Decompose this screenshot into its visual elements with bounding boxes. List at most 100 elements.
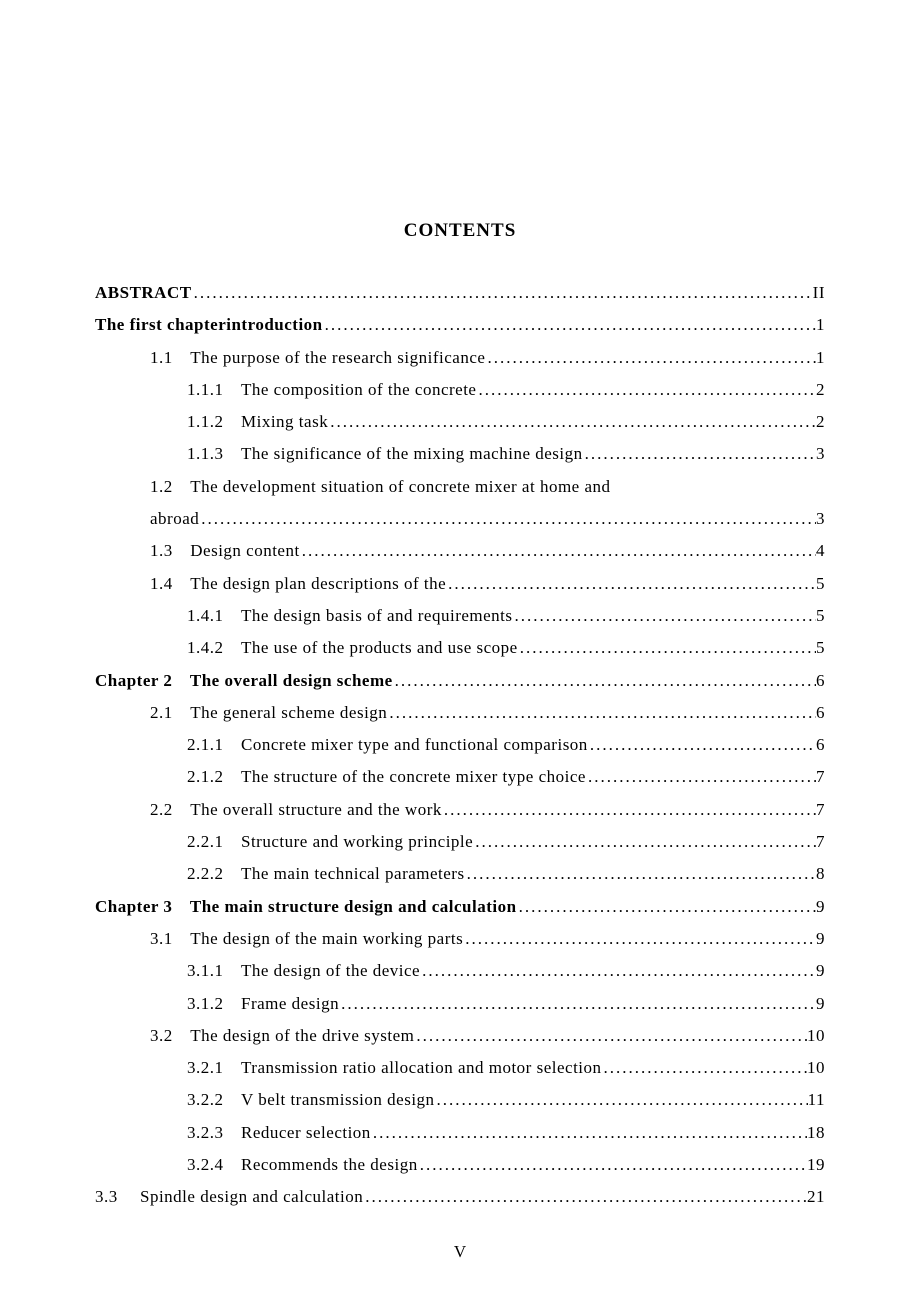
toc-page-num: 1 (816, 342, 825, 374)
toc-leader-dots (465, 858, 816, 890)
toc-leader-dots (518, 632, 816, 664)
toc-page-num: 9 (816, 988, 825, 1020)
toc-entry: abroad3 (95, 503, 825, 535)
toc-leader-dots (485, 342, 816, 374)
toc-label: 2.2.2 The main technical parameters (187, 858, 465, 890)
toc-entry: 1.1.2 Mixing task2 (95, 406, 825, 438)
toc-leader-dots (192, 277, 813, 309)
toc-page-num: 10 (807, 1052, 825, 1084)
toc-page-num: 2 (816, 374, 825, 406)
toc-entry: 3.3 Spindle design and calculation21 (95, 1181, 825, 1213)
toc-page-num: 6 (816, 729, 825, 761)
toc-label: 2.1.1 Concrete mixer type and functional… (187, 729, 588, 761)
toc-leader-dots (583, 438, 816, 470)
toc-entry: 2.2.2 The main technical parameters 8 (95, 858, 825, 890)
toc-label: 2.1 The general scheme design (150, 697, 387, 729)
toc-page-num: 9 (816, 955, 825, 987)
toc-page-num: 10 (807, 1020, 825, 1052)
toc-leader-dots (300, 535, 816, 567)
toc-entry: 3.1.1 The design of the device 9 (95, 955, 825, 987)
toc-leader-dots (363, 1181, 807, 1213)
toc-entry: 1.4.1 The design basis of and requiremen… (95, 600, 825, 632)
toc-entry: 2.2 The overall structure and the work 7 (95, 794, 825, 826)
toc-entry: 3.2 The design of the drive system 10 (95, 1020, 825, 1052)
toc-page-num: 1 (816, 309, 825, 341)
toc-label: 1.1.1 The composition of the concrete (187, 374, 476, 406)
toc-label: 1.3 Design content (150, 535, 300, 567)
toc-leader-dots (199, 503, 816, 535)
toc-page-num: 6 (816, 665, 825, 697)
toc-label: 3.2.2 V belt transmission design (187, 1084, 435, 1116)
toc-label: 1.1.2 Mixing task (187, 406, 328, 438)
toc-leader-dots (323, 309, 816, 341)
toc-entry: 3.2.2 V belt transmission design11 (95, 1084, 825, 1116)
toc-label: Chapter 2 The overall design scheme (95, 665, 393, 697)
toc-label: 3.3 Spindle design and calculation (95, 1181, 363, 1213)
toc-page-num: 9 (816, 891, 825, 923)
toc-leader-dots (463, 923, 816, 955)
toc-leader-dots (328, 406, 816, 438)
toc-label: 2.2.1 Structure and working principle (187, 826, 473, 858)
toc-page-num: 8 (816, 858, 825, 890)
toc-leader-dots (339, 988, 816, 1020)
toc-entry: 3.2.4 Recommends the design19 (95, 1149, 825, 1181)
toc-label: 3.1 The design of the main working parts (150, 923, 463, 955)
contents-title: CONTENTS (95, 220, 825, 242)
toc-leader-dots (414, 1020, 807, 1052)
toc-page-num: 7 (816, 794, 825, 826)
toc-entry: Chapter 2 The overall design scheme 6 (95, 665, 825, 697)
toc-leader-dots (393, 665, 816, 697)
toc-label: 1.4.1 The design basis of and requiremen… (187, 600, 513, 632)
toc-leader-dots (588, 729, 816, 761)
toc-leader-dots (513, 600, 816, 632)
toc-leader-dots (476, 374, 816, 406)
toc-label: 2.2 The overall structure and the work (150, 794, 442, 826)
toc-label: 1.1 The purpose of the research signific… (150, 342, 485, 374)
table-of-contents: ABSTRACTIIThe first chapterintroduction1… (95, 277, 825, 1214)
toc-entry: 1.4.2 The use of the products and use sc… (95, 632, 825, 664)
toc-leader-dots (517, 891, 816, 923)
toc-page-num: 9 (816, 923, 825, 955)
toc-entry: 2.2.1 Structure and working principle 7 (95, 826, 825, 858)
toc-label: 1.4 The design plan descriptions of the (150, 568, 446, 600)
toc-page-num: 5 (816, 632, 825, 664)
toc-entry: 3.2.1 Transmission ratio allocation and … (95, 1052, 825, 1084)
toc-entry: The first chapterintroduction1 (95, 309, 825, 341)
toc-entry: 1.1.3 The significance of the mixing mac… (95, 438, 825, 470)
toc-entry: 3.1.2 Frame design9 (95, 988, 825, 1020)
toc-entry: 1.1.1 The composition of the concrete 2 (95, 374, 825, 406)
toc-label: 1.4.2 The use of the products and use sc… (187, 632, 518, 664)
toc-label: 1.1.3 The significance of the mixing mac… (187, 438, 583, 470)
toc-label: 3.1.1 The design of the device (187, 955, 420, 987)
toc-label: 3.2 The design of the drive system (150, 1020, 414, 1052)
toc-leader-dots (387, 697, 816, 729)
toc-page-num: 6 (816, 697, 825, 729)
toc-entry: 1.2 The development situation of concret… (95, 471, 825, 503)
toc-page-num: 18 (807, 1117, 825, 1149)
toc-page-num: 3 (816, 438, 825, 470)
toc-entry: 2.1.1 Concrete mixer type and functional… (95, 729, 825, 761)
toc-label: 2.1.2 The structure of the concrete mixe… (187, 761, 586, 793)
toc-page-num: 4 (816, 535, 825, 567)
toc-page-num: 3 (816, 503, 825, 535)
toc-entry: 2.1 The general scheme design 6 (95, 697, 825, 729)
toc-label: 1.2 The development situation of concret… (150, 471, 611, 503)
toc-leader-dots (418, 1149, 807, 1181)
toc-entry: 1.3 Design content 4 (95, 535, 825, 567)
toc-label: 3.2.1 Transmission ratio allocation and … (187, 1052, 602, 1084)
toc-entry: 3.1 The design of the main working parts… (95, 923, 825, 955)
toc-entry: 2.1.2 The structure of the concrete mixe… (95, 761, 825, 793)
toc-page-num: 5 (816, 600, 825, 632)
toc-label: Chapter 3 The main structure design and … (95, 891, 517, 923)
toc-entry: Chapter 3 The main structure design and … (95, 891, 825, 923)
toc-leader-dots (442, 794, 816, 826)
page-number: V (0, 1242, 920, 1262)
toc-leader-dots (586, 761, 816, 793)
toc-entry: 3.2.3 Reducer selection 18 (95, 1117, 825, 1149)
toc-leader-dots (371, 1117, 807, 1149)
toc-page-num: 19 (807, 1149, 825, 1181)
toc-label: ABSTRACT (95, 277, 192, 309)
toc-page-num: 7 (816, 826, 825, 858)
toc-leader-dots (435, 1084, 808, 1116)
toc-label: 3.2.3 Reducer selection (187, 1117, 371, 1149)
